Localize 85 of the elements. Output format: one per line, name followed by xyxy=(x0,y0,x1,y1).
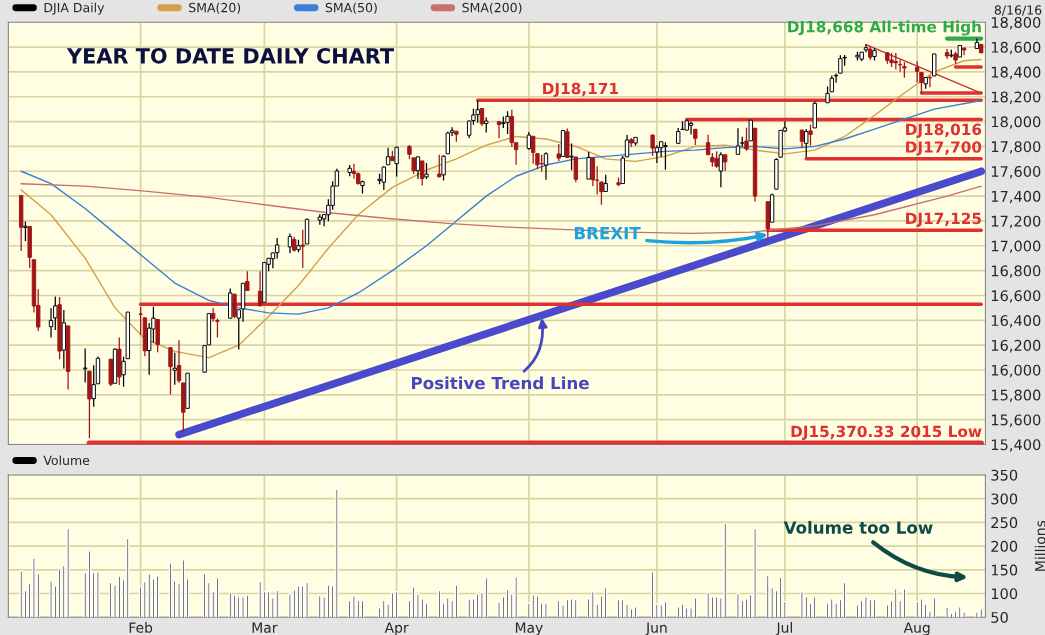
candlestick xyxy=(172,352,177,386)
y-tick-label: 18,000 xyxy=(991,116,1041,129)
candlestick xyxy=(748,119,753,142)
candlestick xyxy=(257,270,263,308)
candlestick xyxy=(650,133,655,157)
candlestick xyxy=(897,59,903,73)
y-tick-label: 17,200 xyxy=(991,215,1041,229)
y-tick-label: 18,800 xyxy=(991,16,1041,30)
legend-label: SMA(20) xyxy=(189,2,241,14)
y-tick-label: 16,200 xyxy=(991,339,1041,353)
y-tick-label: 15,600 xyxy=(991,414,1041,427)
candlestick xyxy=(394,145,399,178)
candlestick xyxy=(932,53,937,77)
legend-label: Volume xyxy=(43,455,90,466)
series-label: DJ18,016 xyxy=(906,123,982,138)
x-tick-label: Aug xyxy=(903,622,930,635)
text: YEAR TO DATE DAILY CHART xyxy=(66,47,394,64)
y-tick-label: 16,000 xyxy=(991,364,1041,378)
series-label: DJ18,171 xyxy=(543,82,618,98)
x-tick-label: May xyxy=(515,622,543,635)
y-tick-label: 300 xyxy=(991,493,1018,505)
candlestick xyxy=(441,154,446,182)
y-tick-label: 16,600 xyxy=(991,290,1041,303)
candlestick xyxy=(808,124,813,147)
y-tick-label: 350 xyxy=(991,469,1018,481)
candlestick xyxy=(586,151,591,180)
series-label: DJ17,700 xyxy=(906,141,982,156)
y-tick-label: 18,400 xyxy=(991,66,1041,80)
y-tick-label: 16,800 xyxy=(991,265,1041,278)
y-tick-label: 250 xyxy=(991,517,1018,529)
candlestick xyxy=(274,237,280,260)
series-label: DJ18,668 All-time High xyxy=(788,20,981,36)
candlestick xyxy=(654,144,660,164)
legend-label: SMA(200) xyxy=(462,2,522,14)
annotation: BREXIT xyxy=(574,227,641,240)
candlestick xyxy=(300,229,305,269)
y-tick-label: 17,600 xyxy=(991,165,1041,179)
candlestick xyxy=(496,120,502,139)
y-tick-label: 15,800 xyxy=(991,389,1041,403)
legend-label: DJIA Daily xyxy=(44,2,105,15)
annotation: Positive Trend Line xyxy=(412,376,589,390)
x-tick-label: Jul xyxy=(775,622,792,635)
y-tick-label: 18,600 xyxy=(991,41,1041,55)
candlestick xyxy=(232,293,237,319)
annotation: Volume too Low xyxy=(783,520,933,534)
y-tick-label: 17,000 xyxy=(991,240,1041,254)
x-tick-label: Apr xyxy=(384,622,409,635)
text: 8/16/16 xyxy=(994,5,1042,16)
series-label: DJ15,370.33 2015 Low xyxy=(791,425,982,441)
candlestick xyxy=(799,129,805,149)
y-tick-label: 50 xyxy=(991,611,1008,623)
candlestick xyxy=(138,306,143,336)
candlestick xyxy=(804,128,809,158)
candlestick xyxy=(420,160,425,187)
y-tick-label: 150 xyxy=(991,564,1018,576)
candlestick xyxy=(663,141,668,171)
candlestick xyxy=(590,157,596,187)
candlestick xyxy=(744,127,749,152)
candlestick xyxy=(705,134,711,156)
x-tick-label: Jun xyxy=(645,622,667,635)
candlestick xyxy=(48,307,54,339)
y-tick-label: 16,400 xyxy=(991,315,1041,328)
y-tick-label: 17,400 xyxy=(991,190,1041,204)
candlestick xyxy=(381,165,387,191)
y-tick-label: 200 xyxy=(991,540,1018,552)
candlestick xyxy=(569,142,574,171)
candlestick xyxy=(168,347,173,396)
legend-label: SMA(50) xyxy=(325,2,377,14)
candlestick xyxy=(505,110,510,135)
candlestick xyxy=(688,121,694,136)
candlestick xyxy=(530,135,536,165)
candlestick xyxy=(914,60,920,83)
x-tick-label: Mar xyxy=(252,622,278,633)
candlestick xyxy=(475,100,480,124)
y-tick-label: 100 xyxy=(991,588,1018,600)
candlestick xyxy=(91,364,96,408)
candlestick xyxy=(245,270,250,292)
y-axis-title: Millions xyxy=(1034,520,1045,571)
candlestick xyxy=(573,156,579,183)
y-tick-label: 17,800 xyxy=(991,141,1041,154)
y-tick-label: 18,200 xyxy=(991,91,1041,104)
y-tick-label: 15,400 xyxy=(991,439,1041,452)
candlestick xyxy=(82,347,88,384)
series-label: DJ17,125 xyxy=(906,212,981,228)
x-tick-label: Feb xyxy=(129,622,153,633)
